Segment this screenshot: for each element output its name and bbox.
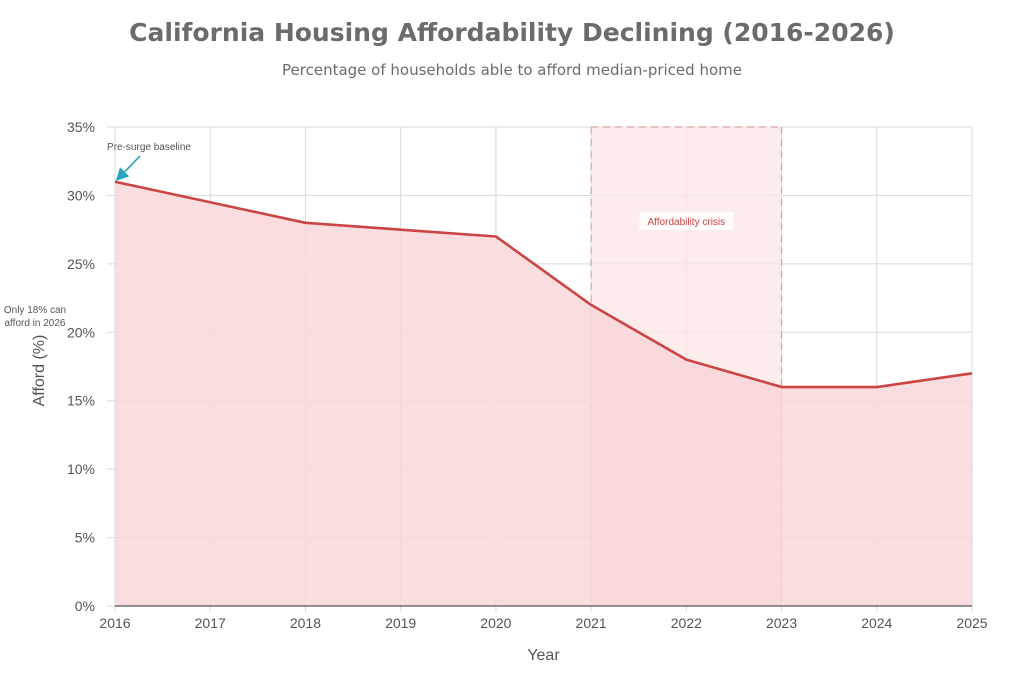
x-axis-title: Year (527, 647, 560, 664)
annotation-layer: Affordability crisis Pre-surge baseline On… (4, 142, 734, 329)
series-line (114, 180, 973, 389)
crisis-label-bg (639, 212, 734, 230)
y-tick-label: 20% (67, 324, 95, 340)
y-tick-label: 25% (67, 256, 95, 272)
x-tick-label: 2022 (671, 615, 702, 631)
area-fill (115, 181, 972, 606)
area-layer (114, 180, 973, 606)
y-tick-label: 30% (67, 187, 95, 203)
x-tick-label: 2023 (766, 615, 797, 631)
baseline-arrow (115, 155, 141, 182)
y-axis-title: Afford (%) (31, 335, 48, 407)
y-tick-label: 35% (67, 119, 95, 135)
x-tick-label: 2024 (861, 615, 892, 631)
x-tick-label: 2020 (480, 615, 511, 631)
axis-layer: 0% 5% 10% 15% 20% 25% 30% 35% 2016 2017 2018 2019 20… (31, 119, 988, 664)
x-tick-label: 2019 (385, 615, 416, 631)
x-tick-label: 2021 (576, 615, 607, 631)
x-tick-label: 2017 (195, 615, 226, 631)
y-tick-label: 0% (75, 598, 95, 614)
side-annotation-line: Only 18% can (4, 305, 66, 316)
crisis-label: Affordability crisis (648, 217, 726, 228)
baseline-annotation: Pre-surge baseline (107, 142, 191, 153)
x-tick-label: 2018 (290, 615, 321, 631)
side-annotation-line: afford in 2026 (5, 318, 66, 329)
y-tick-label: 15% (67, 393, 95, 409)
x-tick-label: 2025 (956, 615, 987, 631)
y-tick-label: 5% (75, 530, 95, 546)
chart-title: California Housing Affordability Declini… (129, 18, 895, 47)
chart-subtitle: Percentage of households able to afford … (282, 61, 742, 79)
x-tick-label: 2016 (99, 615, 130, 631)
y-tick-label: 10% (67, 461, 95, 477)
